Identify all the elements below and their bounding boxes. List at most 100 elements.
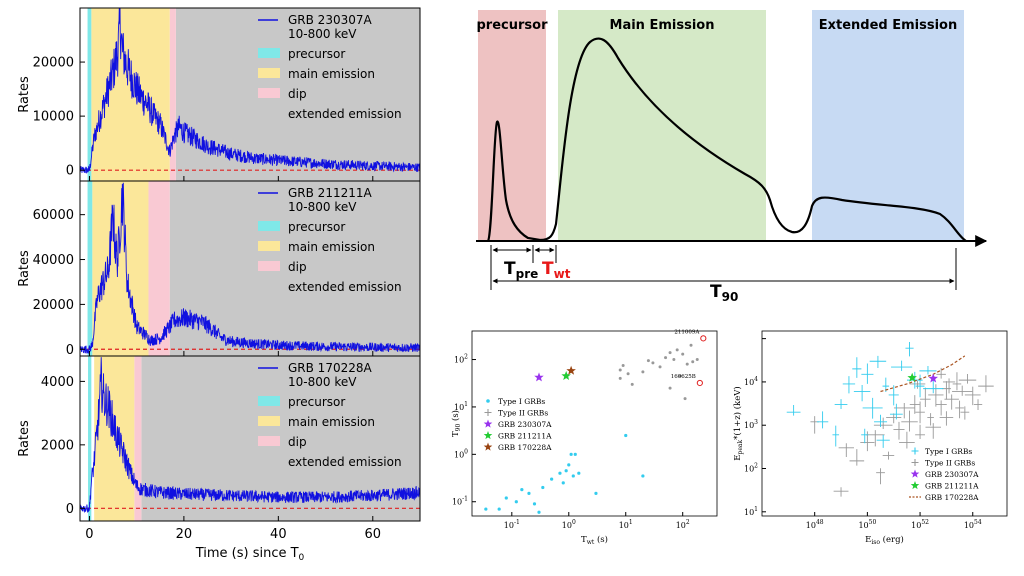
x-tick-label: 60: [365, 527, 382, 542]
x-tick-exp: 48: [816, 519, 824, 526]
type2-point: [893, 402, 915, 419]
type1-point: [888, 385, 899, 406]
type2-point: [915, 401, 925, 424]
type2-point: [899, 431, 915, 449]
twt-t90-scatter: 10-1 100 101 10210-1100101102211009A160625B…: [450, 329, 718, 546]
y-tick-label: 2000: [41, 438, 74, 453]
legend-label: Type I GRBs: [498, 397, 545, 406]
type2-point: [691, 360, 695, 364]
x-tick-exp: 0: [572, 519, 576, 526]
legend-marker: [483, 431, 493, 440]
type1-point: [537, 510, 541, 514]
xlabel-unit: (s): [594, 534, 608, 545]
y-tick-exp: 2: [464, 354, 468, 361]
legend-energy-band: 10-800 keV: [288, 200, 357, 214]
legend-marker: [483, 419, 493, 428]
type2-point: [675, 348, 679, 352]
type1-point: [569, 452, 573, 456]
type2-point: [876, 468, 885, 485]
legend-swatch-precursor: [258, 396, 280, 406]
x-axis-label-sub: 0: [299, 553, 305, 563]
scatter2-x-label: Eiso (erg): [865, 534, 904, 546]
x-tick-base: 10: [964, 521, 974, 530]
legend-label-dip: dip: [288, 435, 307, 449]
schematic-main-band: [558, 10, 766, 242]
x-tick-exp: 1: [629, 519, 633, 526]
y-axis-label: Rates: [17, 76, 32, 113]
precursor-band: [87, 181, 93, 356]
legend-series-name: GRB 170228A: [288, 361, 372, 375]
y-tick-label: 104: [744, 376, 758, 387]
type2-point: [668, 386, 672, 390]
type2-point: [833, 487, 849, 497]
type2-point: [689, 343, 693, 347]
xlabel-main: T: [581, 535, 587, 545]
type2-point: [873, 417, 893, 430]
legend-label-dip: dip: [288, 260, 307, 274]
precursor-band: [87, 8, 92, 181]
x-tick-base: 10: [562, 521, 572, 530]
legend-label: Type II GRBs: [925, 459, 975, 468]
legend-swatch-precursor: [258, 48, 280, 58]
panel-frame: [79, 355, 421, 522]
type1-point: [504, 496, 508, 500]
legend-marker: [483, 442, 493, 451]
grb211211A-star: [907, 372, 917, 382]
legend-swatch-dip: [258, 88, 280, 98]
type1-point: [915, 374, 925, 398]
type2-point: [618, 376, 622, 380]
y-tick-label: 10000: [33, 110, 74, 125]
legend-marker: [910, 469, 920, 478]
y-tick-exp: 1: [464, 401, 468, 408]
type2-point: [849, 449, 865, 466]
xlabel-main: E: [865, 535, 871, 545]
type2-point: [683, 397, 687, 401]
highlight-point: [700, 335, 707, 342]
type2-point: [865, 430, 885, 447]
legend-marker: [910, 481, 920, 490]
y-tick-label: 60000: [33, 208, 74, 223]
extended-band: [175, 8, 420, 181]
legend-label-extended: extended emission: [288, 455, 402, 469]
legend-series-name: GRB 230307A: [288, 13, 372, 27]
dip-band: [134, 356, 142, 521]
type1-point: [532, 502, 537, 506]
x-tick-base: 10: [806, 521, 816, 530]
y-tick-label: 4000: [41, 375, 74, 390]
type2-point: [658, 365, 662, 369]
schematic-extended-label: Extended Emission: [819, 18, 958, 33]
type2-point: [978, 375, 994, 393]
legend-marker: [484, 409, 492, 416]
point-annotation: 160625B: [671, 374, 696, 380]
y-tick-exp: 0: [464, 448, 468, 455]
y-tick-label: 101: [454, 401, 468, 412]
type1-point: [842, 376, 856, 394]
x-tick-base: 10: [676, 521, 686, 530]
type2-point: [955, 400, 964, 419]
scatter2-frame: [761, 330, 1008, 517]
type2-point: [838, 443, 854, 457]
legend-label-extended: extended emission: [288, 280, 402, 294]
x-tick-base: 10: [504, 521, 514, 530]
legend-label-main: main emission: [288, 240, 375, 254]
type1-point: [853, 384, 871, 402]
type1-point: [862, 397, 883, 419]
schematic-precursor-label: precursor: [477, 18, 549, 33]
y-tick-label: 100: [454, 448, 468, 459]
schematic-main-label: Main Emission: [610, 18, 715, 33]
type1-point: [919, 366, 937, 375]
x-tick-label: 1054: [964, 519, 982, 530]
legend-label: GRB 230307A: [925, 470, 979, 479]
y-tick-label: 0: [66, 502, 74, 517]
type2-point: [886, 413, 902, 424]
y-tick-base: 10: [452, 498, 462, 507]
schematic-precursor-band: [478, 10, 546, 242]
grb211211A-star: [561, 371, 571, 380]
y-tick-base: 10: [744, 378, 754, 387]
dip-band: [148, 181, 170, 356]
y-tick-label: 103: [744, 419, 758, 430]
legend-label: GRB 170228A: [925, 493, 979, 502]
type2-point: [672, 358, 676, 362]
